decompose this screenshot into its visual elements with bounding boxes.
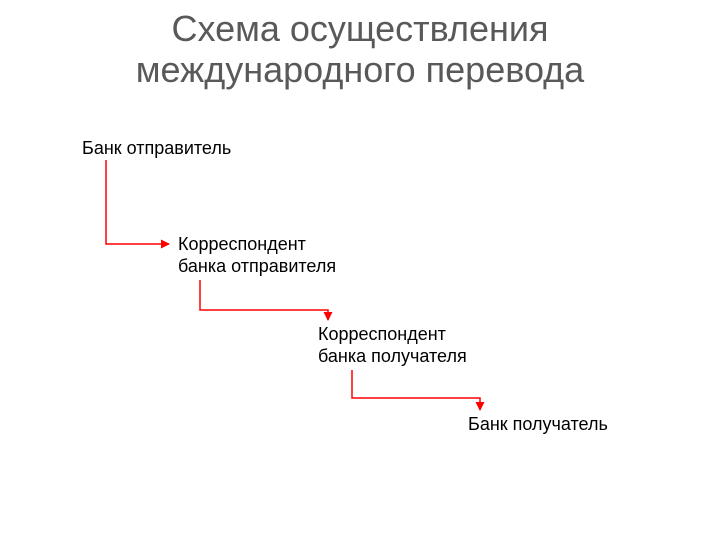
diagram-canvas: [0, 0, 720, 540]
flow-arrow: [352, 370, 480, 410]
flow-arrow: [200, 280, 328, 320]
flow-node-label: Корреспондент банка отправителя: [178, 234, 336, 277]
flow-node-label: Банк получатель: [468, 414, 608, 436]
flow-node-label: Банк отправитель: [82, 138, 231, 160]
flow-node-label: Корреспондент банка получателя: [318, 324, 467, 367]
flow-arrow: [106, 160, 169, 244]
